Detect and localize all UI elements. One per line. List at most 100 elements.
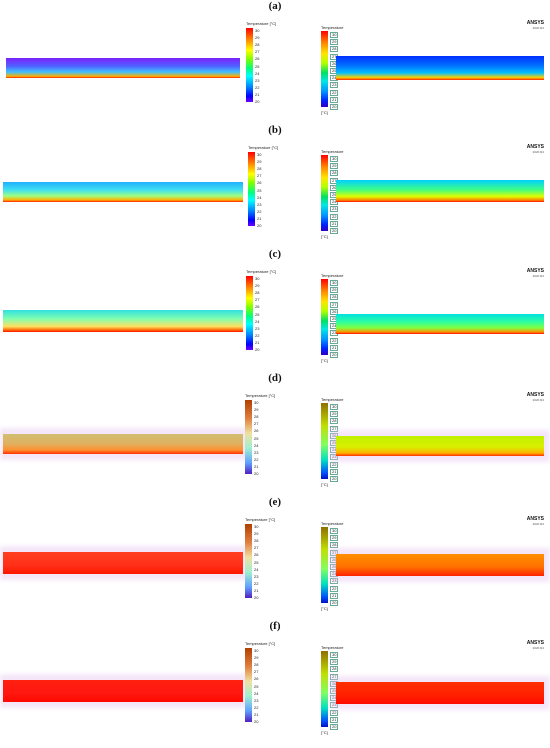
left-colorbar-tick: 29: [254, 531, 259, 537]
right-colorbar: [321, 155, 328, 231]
left-colorbar: [245, 400, 252, 474]
left-legend-title: Temperature [°C]: [246, 21, 277, 26]
left-temperature-contour: [3, 434, 243, 454]
left-colorbar-tick: 28: [257, 166, 262, 172]
panel-4: (e) Temperature [°C] 30 29 28 27 26 25 24 23 22 21 2…: [0, 496, 550, 620]
right-colorbar-tick: 29: [330, 39, 339, 46]
right-colorbar-tick: 23: [330, 702, 339, 709]
right-colorbar-tick: 30: [330, 528, 339, 534]
left-colorbar: [245, 648, 252, 722]
left-colorbar-tick: 30: [254, 400, 259, 405]
left-colorbar-tick: 21: [254, 587, 259, 593]
left-colorbar-tick: 21: [257, 215, 262, 221]
left-colorbar-tick: 30: [254, 648, 259, 653]
right-colorbar-unit: [°C]: [321, 606, 328, 611]
left-colorbar: [248, 152, 255, 226]
left-colorbar-tick: 23: [257, 201, 262, 207]
right-colorbar-tick: 22: [330, 709, 339, 716]
right-colorbar-tick: 22: [330, 461, 339, 468]
left-colorbar-tick: 28: [254, 662, 259, 668]
ansys-name: ANSYS: [526, 640, 544, 646]
left-colorbar-tick: 29: [257, 159, 262, 165]
left-colorbar: [246, 28, 253, 102]
panel-label: (a): [268, 0, 282, 12]
left-colorbar-tick: 24: [254, 690, 259, 696]
right-colorbar-tick: 28: [330, 170, 339, 177]
right-legend-title: Temperature: [321, 397, 344, 402]
ansys-logo: ANSYS 2020 R2: [527, 640, 544, 650]
left-colorbar-tick: 21: [254, 711, 259, 717]
right-colorbar-tick: 30: [330, 156, 339, 162]
left-colorbar-tick: 26: [255, 56, 260, 62]
right-colorbar-tick: 23: [330, 206, 339, 213]
left-colorbar-tick: 25: [254, 559, 259, 565]
left-legend-title: Temperature [°C]: [245, 517, 276, 522]
right-colorbar: [321, 403, 328, 479]
left-colorbar-tick: 27: [254, 545, 259, 551]
left-colorbar-tick: 24: [257, 194, 262, 200]
left-colorbar-tick: 23: [255, 325, 260, 331]
right-colorbar-tick: 30: [330, 652, 339, 658]
right-colorbar-tick: 30: [330, 404, 339, 410]
panel-label: (e): [268, 496, 282, 508]
right-colorbar-tick: 21: [330, 592, 339, 599]
left-colorbar-tick: 20: [255, 99, 260, 104]
left-colorbar-tick: 25: [255, 63, 260, 69]
ansys-name: ANSYS: [526, 20, 544, 26]
left-colorbar-tick: 28: [255, 290, 260, 296]
right-colorbar-tick: 21: [330, 468, 339, 475]
left-colorbar-tick: 26: [254, 676, 259, 682]
left-colorbar-tick: 21: [254, 463, 259, 469]
right-colorbar-tick: 29: [330, 287, 339, 294]
left-colorbar-tick: 28: [255, 42, 260, 48]
right-colorbar-tick: 23: [330, 578, 339, 585]
ansys-version: 2020 R2: [532, 150, 544, 154]
ansys-logo: ANSYS 2020 R2: [527, 268, 544, 278]
right-colorbar-unit: [°C]: [321, 730, 328, 735]
left-colorbar-tick: 23: [254, 573, 259, 579]
right-colorbar-unit: [°C]: [321, 110, 328, 115]
left-colorbar-tick: 27: [255, 297, 260, 303]
ansys-name: ANSYS: [526, 392, 544, 398]
left-legend-title: Temperature [°C]: [248, 145, 279, 150]
left-colorbar-tick: 26: [255, 304, 260, 310]
right-colorbar-tick: 28: [330, 542, 339, 549]
right-temperature-contour: [336, 314, 544, 334]
left-colorbar-tick: 23: [255, 77, 260, 83]
right-colorbar-tick: 27: [330, 425, 339, 432]
right-colorbar-tick: 28: [330, 46, 339, 53]
left-colorbar-tick: 22: [255, 332, 260, 338]
right-colorbar-tick: 21: [330, 220, 339, 227]
left-colorbar-tick: 25: [255, 311, 260, 317]
left-colorbar-tick: 22: [254, 704, 259, 710]
ansys-version: 2020 R2: [532, 398, 544, 402]
left-colorbar-tick: 23: [254, 449, 259, 455]
ansys-name: ANSYS: [526, 268, 544, 274]
right-colorbar-tick: 26: [330, 308, 339, 315]
right-colorbar: [321, 527, 328, 603]
left-temperature-contour: [3, 552, 243, 574]
panel-label: (f): [269, 620, 281, 632]
right-colorbar-tick: 30: [330, 280, 339, 286]
right-colorbar: [321, 279, 328, 355]
right-colorbar-tick: 22: [330, 89, 339, 96]
left-colorbar: [245, 524, 252, 598]
left-colorbar-tick: 25: [254, 435, 259, 441]
left-temperature-contour: [3, 182, 243, 202]
left-colorbar-tick: 20: [257, 223, 262, 228]
left-legend-title: Temperature [°C]: [245, 641, 276, 646]
right-colorbar-tick: 23: [330, 82, 339, 89]
left-colorbar-tick: 20: [254, 719, 259, 724]
left-legend-title: Temperature [°C]: [246, 269, 277, 274]
ansys-logo: ANSYS 2020 R2: [527, 392, 544, 402]
right-colorbar-tick: 21: [330, 716, 339, 723]
left-temperature-contour: [6, 58, 240, 78]
right-colorbar-unit: [°C]: [321, 482, 328, 487]
ansys-version: 2020 R2: [532, 646, 544, 650]
left-colorbar-tick: 23: [254, 697, 259, 703]
right-colorbar-tick: 30: [330, 32, 339, 38]
left-colorbar-tick: 27: [254, 421, 259, 427]
left-colorbar-tick: 28: [254, 538, 259, 544]
right-colorbar-tick: 26: [330, 432, 339, 439]
right-colorbar-tick: 27: [330, 301, 339, 308]
